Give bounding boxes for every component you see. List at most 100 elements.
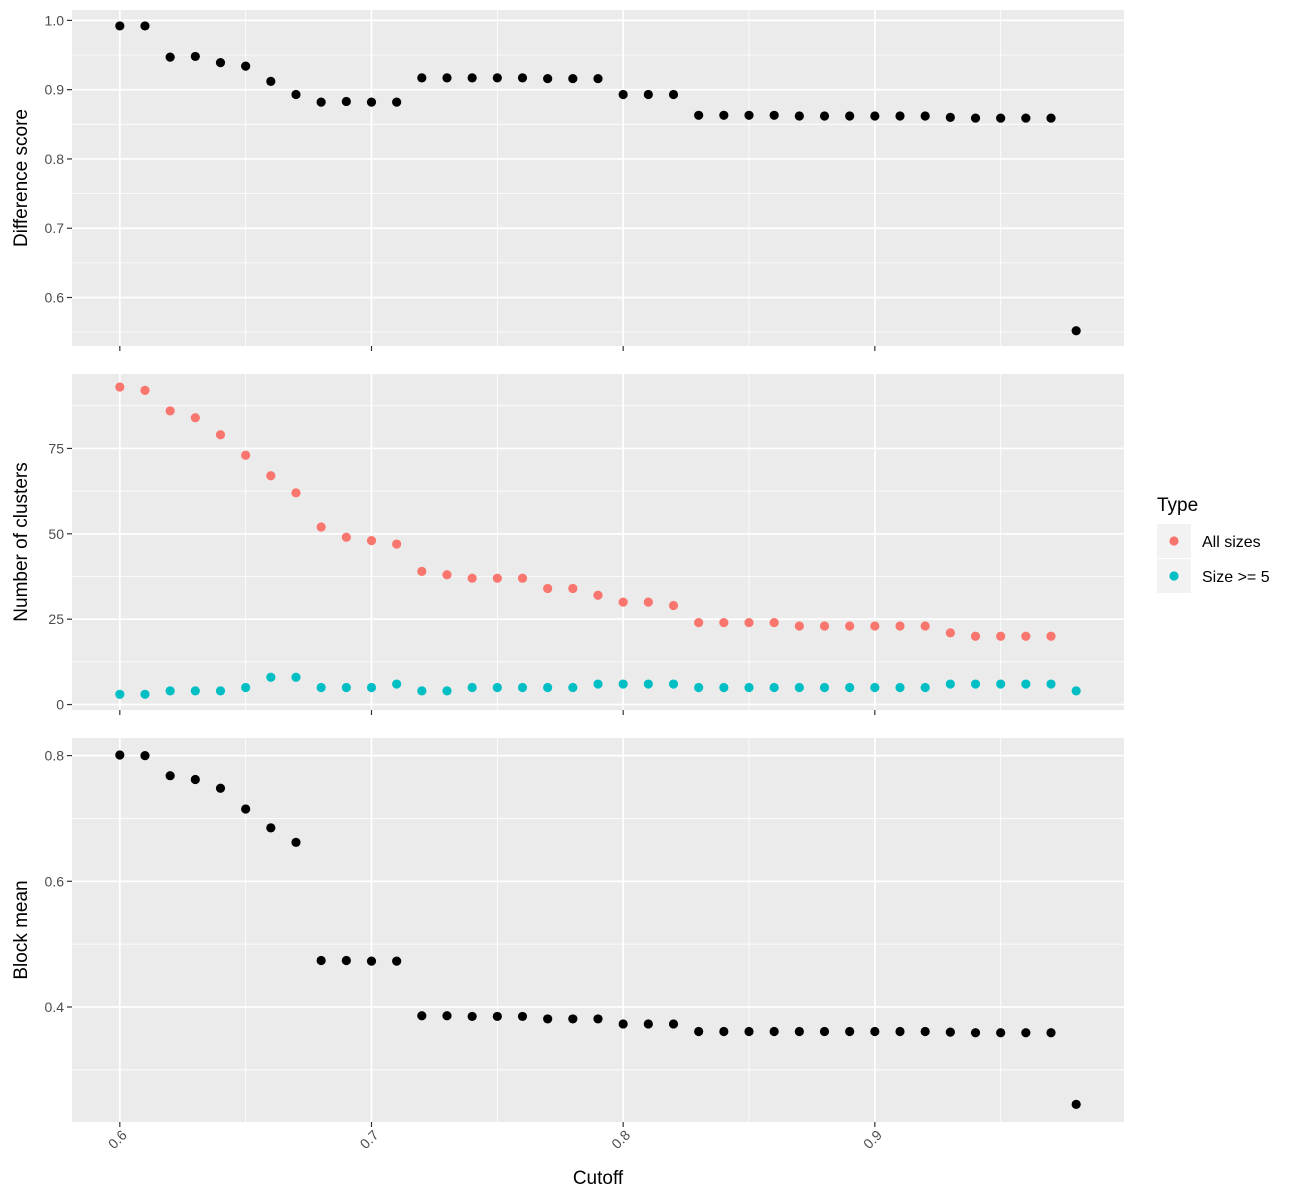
data-point [215, 58, 226, 68]
data-point [845, 111, 855, 121]
data-point [341, 955, 351, 966]
data-point [266, 471, 276, 481]
data-point [593, 73, 603, 84]
data-point [895, 682, 905, 693]
data-point [593, 679, 603, 689]
data-point [190, 51, 200, 62]
data-point [769, 110, 779, 120]
y-tick-label: 0.7 [45, 220, 65, 236]
data-point [668, 600, 679, 611]
data-point [593, 1014, 603, 1024]
data-point [920, 621, 930, 631]
data-point [895, 621, 905, 631]
data-point [341, 532, 351, 542]
data-point [543, 682, 553, 693]
y-tick-label: 0.4 [45, 999, 65, 1015]
data-point [140, 689, 150, 699]
data-point [492, 73, 502, 83]
data-point [870, 111, 880, 121]
data-point [115, 689, 125, 699]
data-point [920, 1026, 930, 1037]
data-point [366, 956, 377, 966]
data-point [819, 682, 830, 693]
data-point [744, 682, 754, 693]
data-point [945, 112, 955, 122]
data-point [316, 682, 326, 693]
data-point [845, 1026, 855, 1037]
legend-label: Size >= 5 [1202, 569, 1270, 586]
data-point [643, 679, 653, 689]
data-point [996, 631, 1006, 641]
data-point [794, 1026, 804, 1037]
data-point [1071, 1099, 1081, 1110]
data-point [442, 1011, 452, 1021]
legend: Type All sizes Size >= 5 [1157, 495, 1270, 593]
data-point [241, 61, 251, 71]
data-point [1046, 631, 1056, 641]
data-point [517, 73, 528, 83]
data-point [316, 97, 326, 107]
data-point [870, 682, 880, 693]
data-point [467, 573, 477, 583]
legend-title: Type [1157, 495, 1198, 516]
x-tick-label: 0.8 [608, 1127, 633, 1152]
data-point [1046, 679, 1056, 689]
data-point [543, 1014, 553, 1024]
data-point [618, 89, 628, 100]
data-point [568, 583, 578, 594]
y-axis-title: Number of clusters [11, 462, 32, 621]
data-point [165, 686, 175, 696]
data-point [668, 679, 679, 689]
data-point [190, 686, 200, 696]
data-point [467, 73, 477, 83]
data-point [266, 672, 276, 682]
data-point [115, 21, 125, 31]
data-point [442, 570, 452, 580]
data-point [417, 73, 427, 83]
data-point [316, 522, 326, 532]
y-tick-label: 1.0 [45, 12, 65, 28]
data-point [417, 1011, 427, 1021]
x-tick-label: 0.6 [105, 1127, 130, 1152]
x-tick-label: 0.9 [860, 1127, 885, 1152]
data-point [190, 774, 200, 785]
data-point [392, 679, 402, 689]
data-point [643, 89, 653, 100]
data-point [568, 73, 578, 84]
y-tick-label: 0.6 [45, 873, 65, 889]
panel-2: 0 25 50 75 Number of clusters [11, 374, 1124, 715]
data-point [517, 1011, 528, 1022]
y-tick-label: 25 [48, 611, 64, 627]
data-point [819, 1026, 830, 1037]
data-point [996, 113, 1006, 123]
data-point [694, 110, 704, 120]
data-point [241, 682, 251, 693]
data-point [543, 583, 553, 594]
panel-background [72, 738, 1124, 1122]
data-point [140, 385, 150, 395]
data-point [266, 823, 276, 833]
data-point [895, 1026, 905, 1037]
data-point [769, 1026, 779, 1037]
panels-layer: 0.6 0.7 0.8 0.9 1.0 Difference score 0 25 50 75 Nu… [11, 10, 1124, 1152]
data-point [1046, 113, 1056, 123]
data-point [241, 804, 251, 814]
data-point [794, 682, 804, 693]
data-point [945, 628, 955, 638]
y-tick-label: 0.8 [45, 151, 65, 167]
data-point [341, 682, 351, 693]
x-axis-title: Cutoff [573, 1168, 624, 1189]
data-point [115, 750, 125, 760]
data-point [1046, 1028, 1056, 1038]
data-point [291, 837, 301, 847]
legend-key-point [1169, 571, 1179, 581]
panel-3: 0.4 0.6 0.8 Block mean [11, 738, 1124, 1127]
data-point [215, 430, 226, 440]
data-point [970, 631, 981, 641]
data-point [1071, 326, 1081, 336]
y-tick-label: 0.8 [45, 748, 65, 764]
data-point [190, 413, 200, 423]
data-point [392, 956, 402, 966]
y-tick-label: 0 [56, 697, 64, 713]
